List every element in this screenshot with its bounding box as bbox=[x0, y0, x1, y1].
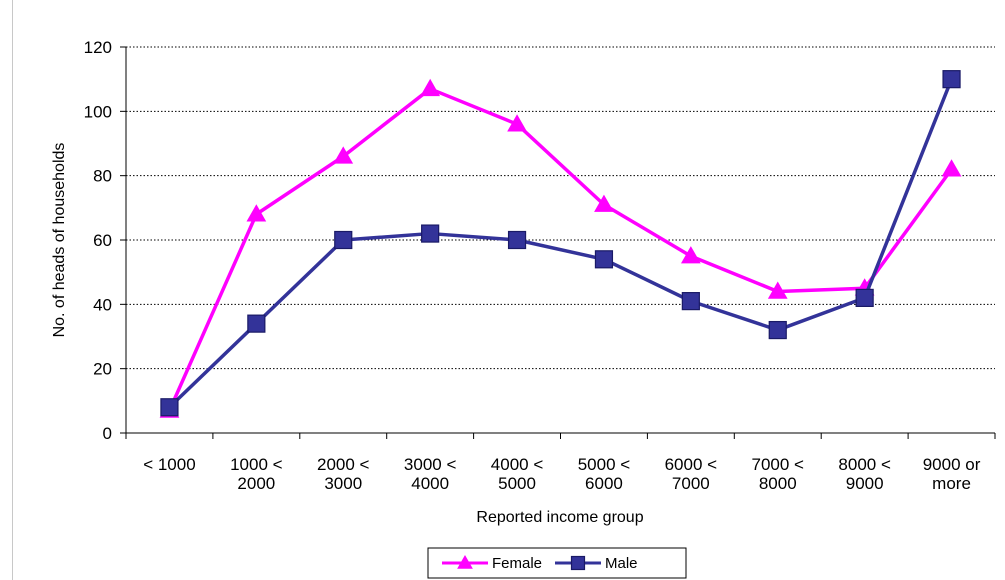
male-point bbox=[160, 398, 179, 417]
y-tick-label-0: 0 bbox=[103, 424, 112, 443]
male-point bbox=[942, 70, 961, 89]
male-point bbox=[768, 320, 787, 340]
legend-female-label: Female bbox=[492, 555, 542, 572]
left-border-line bbox=[12, 0, 13, 580]
series-male bbox=[160, 70, 961, 417]
series-layer bbox=[159, 70, 962, 418]
x-tick-label: 4000 <5000 bbox=[491, 455, 544, 493]
y-tick-label-60: 60 bbox=[93, 231, 112, 250]
x-tick-label: 2000 <3000 bbox=[317, 455, 370, 493]
female-point bbox=[333, 146, 354, 164]
x-tick-label: 5000 <6000 bbox=[578, 455, 631, 493]
female-point bbox=[420, 78, 441, 97]
x-tick-label: 9000 or more bbox=[923, 455, 981, 493]
x-tick-label: < 1000 bbox=[143, 455, 195, 474]
male-point bbox=[594, 250, 614, 269]
y-tick-label-20: 20 bbox=[93, 360, 112, 379]
y-tick-labels: 0 20 40 60 80 100 120 bbox=[84, 38, 112, 443]
y-tick-label-40: 40 bbox=[93, 295, 112, 314]
male-point bbox=[247, 314, 266, 333]
female-point bbox=[594, 194, 614, 212]
axes bbox=[120, 46, 996, 439]
legend-male-swatch-marker bbox=[570, 555, 586, 571]
male-point bbox=[334, 230, 353, 250]
male-line bbox=[168, 78, 954, 409]
x-tick-label: 3000 <4000 bbox=[404, 455, 457, 493]
female-point bbox=[680, 246, 701, 264]
legend: Female Male bbox=[427, 547, 687, 579]
x-tick-label: 8000 <9000 bbox=[838, 455, 891, 493]
y-tick-label-100: 100 bbox=[84, 102, 112, 121]
legend-male-label: Male bbox=[605, 555, 638, 572]
female-point bbox=[941, 159, 962, 177]
y-tick-label-120: 120 bbox=[84, 38, 112, 57]
y-tick-label-80: 80 bbox=[93, 167, 112, 186]
male-point bbox=[855, 288, 874, 307]
legend-female-swatch-marker bbox=[457, 554, 473, 569]
female-point bbox=[767, 281, 788, 299]
female-line bbox=[167, 87, 953, 412]
x-tick-label: 6000 <7000 bbox=[665, 455, 718, 493]
female-point bbox=[246, 204, 267, 222]
female-point bbox=[507, 114, 527, 132]
male-point bbox=[507, 230, 527, 250]
male-point bbox=[421, 224, 440, 243]
grid-lines bbox=[126, 46, 995, 370]
male-point bbox=[681, 292, 700, 311]
y-axis-title: No. of heads of households bbox=[51, 143, 68, 338]
x-tick-label: 1000 <2000 bbox=[230, 455, 283, 493]
x-tick-labels: < 1000 1000 <2000 2000 <3000 3000 <4000 4000… bbox=[143, 455, 981, 493]
x-tick-label: 7000 <8000 bbox=[752, 455, 805, 493]
x-axis-title: Reported income group bbox=[476, 509, 643, 526]
